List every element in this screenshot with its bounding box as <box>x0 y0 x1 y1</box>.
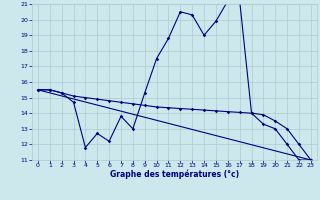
X-axis label: Graphe des températures (°c): Graphe des températures (°c) <box>110 170 239 179</box>
